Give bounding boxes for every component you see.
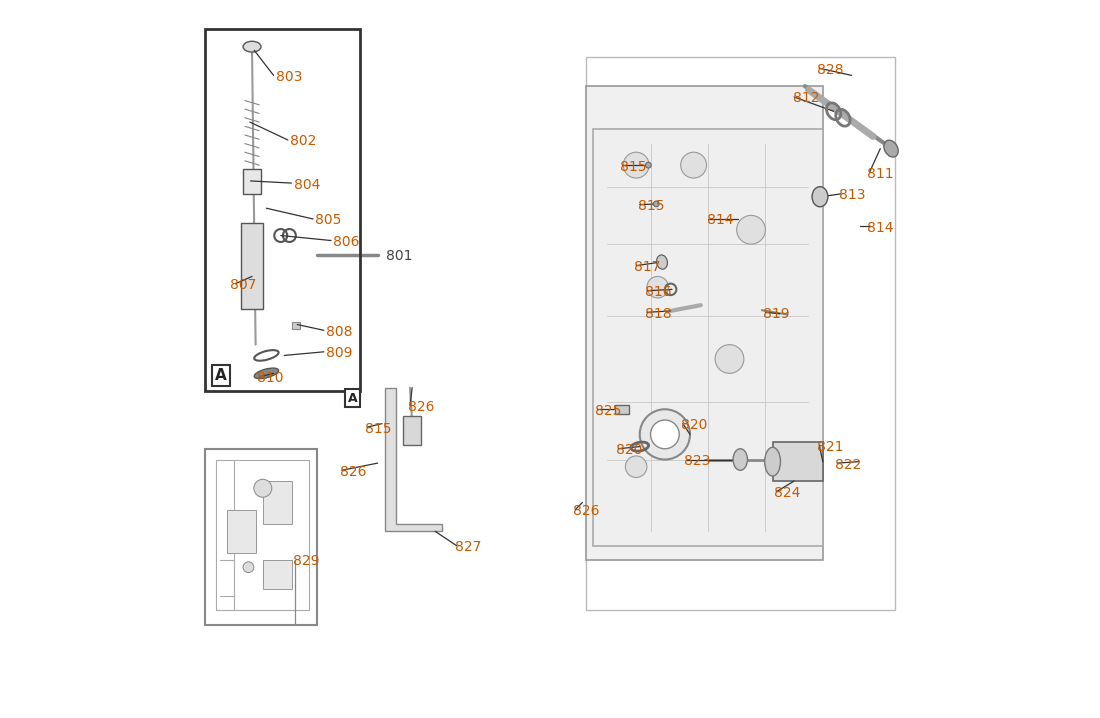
- Text: 815: 815: [638, 199, 664, 213]
- Bar: [403, 416, 421, 445]
- Text: 825: 825: [594, 404, 620, 418]
- Text: 814: 814: [706, 213, 733, 228]
- Ellipse shape: [884, 140, 899, 157]
- Text: 826: 826: [340, 465, 366, 479]
- Ellipse shape: [254, 368, 278, 378]
- Text: 818: 818: [645, 307, 671, 321]
- Text: 821: 821: [817, 439, 844, 454]
- Bar: [241, 223, 263, 309]
- Text: 803: 803: [276, 70, 303, 84]
- Bar: [227, 510, 255, 553]
- Text: 802: 802: [290, 134, 317, 149]
- Ellipse shape: [650, 420, 679, 449]
- Text: 816: 816: [645, 285, 671, 299]
- Text: 822: 822: [835, 457, 861, 472]
- Ellipse shape: [681, 152, 706, 178]
- Text: 826: 826: [573, 504, 600, 518]
- Ellipse shape: [646, 162, 651, 168]
- Bar: [615, 405, 629, 414]
- Ellipse shape: [647, 276, 669, 298]
- Ellipse shape: [812, 187, 828, 207]
- Bar: [206, 449, 317, 625]
- Text: 815: 815: [619, 159, 646, 174]
- Bar: [206, 29, 360, 391]
- Ellipse shape: [624, 152, 649, 178]
- Ellipse shape: [640, 409, 690, 460]
- Bar: [292, 322, 300, 329]
- Text: 807: 807: [231, 278, 257, 292]
- Ellipse shape: [715, 345, 744, 373]
- Text: 826: 826: [408, 400, 435, 414]
- Text: 808: 808: [326, 325, 352, 339]
- Text: 809: 809: [326, 346, 352, 360]
- Text: 814: 814: [868, 220, 894, 235]
- Ellipse shape: [733, 449, 748, 470]
- Bar: [772, 442, 823, 481]
- Text: 812: 812: [793, 91, 820, 106]
- Bar: [243, 169, 261, 194]
- Ellipse shape: [737, 215, 766, 244]
- Ellipse shape: [626, 456, 647, 477]
- Text: 815: 815: [365, 421, 392, 436]
- Ellipse shape: [243, 561, 254, 573]
- Text: 817: 817: [634, 260, 660, 274]
- Bar: [263, 481, 292, 524]
- Polygon shape: [593, 129, 823, 546]
- Ellipse shape: [657, 255, 668, 269]
- Text: 811: 811: [868, 167, 894, 181]
- Text: 827: 827: [454, 540, 481, 554]
- Text: 820: 820: [616, 443, 642, 457]
- Text: 804: 804: [294, 177, 320, 192]
- Text: 819: 819: [763, 307, 790, 321]
- Bar: [263, 560, 292, 589]
- Ellipse shape: [254, 480, 272, 497]
- Text: 806: 806: [333, 235, 360, 249]
- Ellipse shape: [243, 41, 261, 52]
- Text: 820: 820: [681, 418, 707, 432]
- Text: 813: 813: [838, 188, 865, 202]
- Polygon shape: [586, 86, 823, 560]
- Text: 828: 828: [817, 62, 844, 77]
- Text: A: A: [348, 392, 358, 405]
- Ellipse shape: [653, 201, 659, 207]
- Text: 824: 824: [774, 486, 801, 500]
- Text: 829: 829: [293, 554, 319, 569]
- Text: 805: 805: [316, 213, 342, 228]
- Text: A: A: [216, 368, 227, 383]
- Text: 810: 810: [257, 371, 284, 386]
- Text: 801: 801: [386, 249, 412, 264]
- Text: 823: 823: [684, 454, 711, 468]
- Polygon shape: [385, 388, 442, 531]
- Ellipse shape: [764, 447, 781, 476]
